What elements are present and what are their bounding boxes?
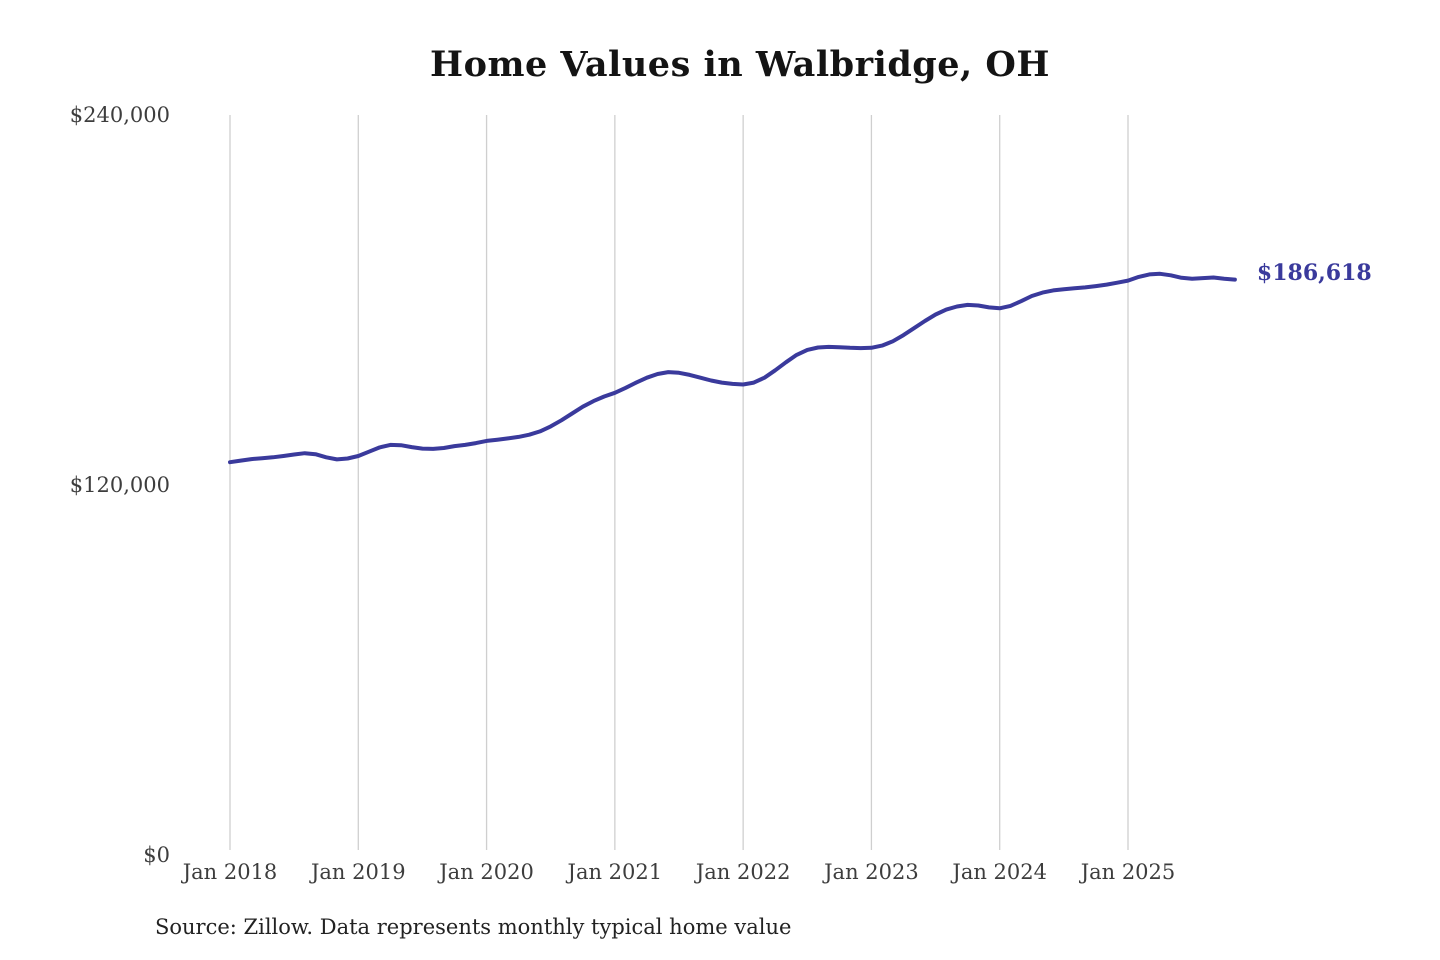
x-tick-label: Jan 2025 <box>1080 860 1176 884</box>
x-tick-label: Jan 2023 <box>824 860 919 884</box>
x-tick-label: Jan 2020 <box>439 860 534 884</box>
y-axis: $0 $120,000 $240,000 <box>40 0 170 960</box>
y-tick-label: $120,000 <box>69 473 170 497</box>
chart-title: Home Values in Walbridge, OH <box>430 44 1050 85</box>
x-tick-label: Jan 2021 <box>567 860 663 884</box>
y-tick-label: $0 <box>143 843 170 867</box>
source-note: Source: Zillow. Data represents monthly … <box>155 915 792 939</box>
home-value-line <box>228 271 1237 465</box>
final-value-annotation: $186,618 <box>1256 259 1372 286</box>
x-tick-label: Jan 2022 <box>695 860 791 884</box>
y-tick-label: $240,000 <box>69 103 170 127</box>
x-tick-label: Jan 2018 <box>182 860 278 884</box>
x-tick-label: Jan 2024 <box>952 860 1047 884</box>
x-tick-label: Jan 2019 <box>310 860 406 884</box>
